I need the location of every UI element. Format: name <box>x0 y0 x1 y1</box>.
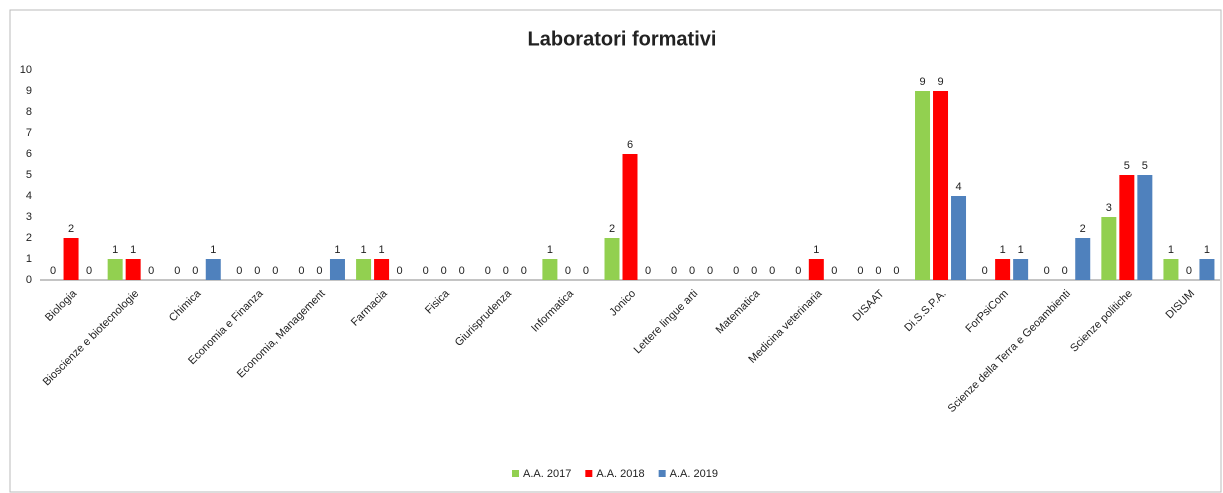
value-label: 1 <box>547 244 553 256</box>
y-tick-label: 8 <box>26 106 32 118</box>
value-label: 0 <box>875 265 881 277</box>
value-label: 0 <box>565 265 571 277</box>
legend-swatch <box>512 470 519 477</box>
value-label: 5 <box>1124 160 1130 172</box>
value-label: 0 <box>1044 265 1050 277</box>
value-label: 9 <box>919 76 925 88</box>
value-label: 1 <box>334 244 340 256</box>
value-label: 0 <box>459 265 465 277</box>
bar <box>329 259 345 280</box>
legend-label: A.A. 2018 <box>596 468 644 480</box>
bar <box>604 238 620 280</box>
y-tick-label: 5 <box>26 169 32 181</box>
legend-swatch <box>658 470 666 477</box>
bar <box>107 259 123 280</box>
value-label: 0 <box>795 265 801 277</box>
value-label: 1 <box>1000 244 1006 256</box>
y-tick-label: 4 <box>26 190 32 202</box>
value-label: 0 <box>733 265 739 277</box>
value-label: 0 <box>893 265 899 277</box>
value-label: 0 <box>751 265 757 277</box>
value-label: 0 <box>423 265 429 277</box>
y-tick-label: 10 <box>20 64 32 76</box>
value-label: 2 <box>68 223 74 235</box>
value-label: 6 <box>627 139 633 151</box>
bar <box>1163 259 1179 280</box>
bar <box>951 196 967 280</box>
bar <box>542 259 558 280</box>
value-label: 0 <box>192 265 198 277</box>
y-tick-label: 1 <box>26 253 32 265</box>
value-label: 0 <box>397 265 403 277</box>
value-label: 1 <box>130 244 136 256</box>
bar <box>356 259 372 280</box>
value-label: 1 <box>361 244 367 256</box>
bar <box>808 259 824 280</box>
value-label: 1 <box>813 244 819 256</box>
bar <box>1101 217 1117 280</box>
value-label: 1 <box>1168 244 1174 256</box>
value-label: 0 <box>50 265 56 277</box>
y-tick-label: 9 <box>26 85 32 97</box>
value-label: 1 <box>112 244 118 256</box>
bar <box>915 91 931 280</box>
value-label: 5 <box>1142 160 1148 172</box>
bar <box>995 259 1011 280</box>
value-label: 0 <box>298 265 304 277</box>
bar <box>125 259 141 280</box>
chart-title: Laboratori formativi <box>528 28 717 50</box>
bar <box>1013 259 1029 280</box>
value-label: 0 <box>1062 265 1068 277</box>
value-label: 0 <box>174 265 180 277</box>
value-label: 0 <box>441 265 447 277</box>
value-label: 0 <box>671 265 677 277</box>
value-label: 0 <box>1186 265 1192 277</box>
legend-label: A.A. 2019 <box>670 468 718 480</box>
y-tick-label: 0 <box>26 274 32 286</box>
value-label: 0 <box>254 265 260 277</box>
value-label: 0 <box>503 265 509 277</box>
value-label: 9 <box>937 76 943 88</box>
bar <box>205 259 221 280</box>
value-label: 0 <box>645 265 651 277</box>
value-label: 1 <box>1018 244 1024 256</box>
value-label: 0 <box>857 265 863 277</box>
bar <box>933 91 949 280</box>
value-label: 1 <box>1204 244 1210 256</box>
value-label: 0 <box>148 265 154 277</box>
value-label: 0 <box>707 265 713 277</box>
legend-swatch <box>585 470 593 477</box>
bar <box>63 238 79 280</box>
y-tick-label: 6 <box>26 148 32 160</box>
bar <box>1075 238 1091 280</box>
value-label: 0 <box>689 265 695 277</box>
value-label: 0 <box>521 265 527 277</box>
value-label: 0 <box>831 265 837 277</box>
value-label: 2 <box>609 223 615 235</box>
value-label: 1 <box>379 244 385 256</box>
value-label: 0 <box>316 265 322 277</box>
value-label: 2 <box>1080 223 1086 235</box>
value-label: 0 <box>982 265 988 277</box>
legend-label: A.A. 2017 <box>523 468 571 480</box>
bar <box>1119 175 1135 280</box>
value-label: 0 <box>769 265 775 277</box>
bar <box>622 154 638 280</box>
value-label: 0 <box>236 265 242 277</box>
value-label: 3 <box>1106 202 1112 214</box>
bar <box>1199 259 1215 280</box>
y-tick-label: 7 <box>26 127 32 139</box>
value-label: 0 <box>485 265 491 277</box>
y-tick-label: 3 <box>26 211 32 223</box>
bar <box>374 259 390 280</box>
y-tick-label: 2 <box>26 232 32 244</box>
bar <box>1137 175 1153 280</box>
value-label: 0 <box>272 265 278 277</box>
value-label: 4 <box>955 181 961 193</box>
value-label: 1 <box>210 244 216 256</box>
value-label: 0 <box>86 265 92 277</box>
value-label: 0 <box>583 265 589 277</box>
